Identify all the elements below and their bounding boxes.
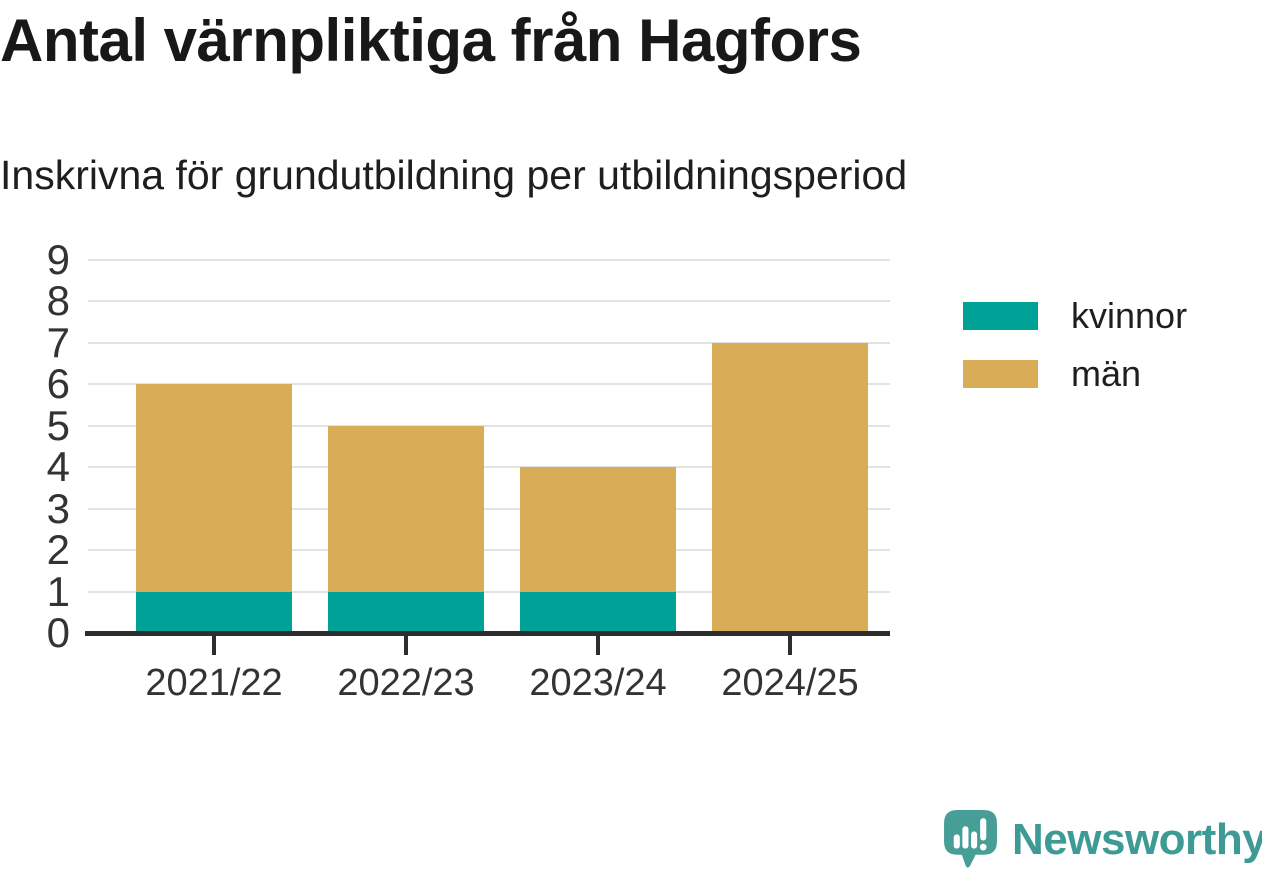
gridline-y-8 (88, 300, 890, 303)
y-axis-label: 2 (46, 526, 70, 574)
gridline-y-9 (88, 259, 890, 261)
chart-subtitle: Inskrivna för grundutbildning per utbild… (0, 152, 908, 198)
gridline-y-5 (88, 424, 890, 427)
chart-title: Antal värnpliktiga från Hagfors (0, 7, 862, 74)
gridline-y-1 (88, 590, 890, 593)
y-axis-label: 1 (46, 567, 70, 615)
logo-exclamation-dot (979, 843, 987, 851)
bar-segment-män (520, 467, 676, 592)
newsworthy-brand-text: Newsworthy (1012, 814, 1262, 864)
y-axis-label: 0 (46, 609, 70, 656)
y-axis-label: 7 (46, 318, 70, 366)
bar-segment-män (328, 425, 484, 592)
legend-swatch-män (963, 360, 1038, 388)
x-axis-tick (596, 636, 600, 655)
y-axis-label: 3 (46, 484, 70, 532)
newsworthy-logo-icon (944, 810, 997, 868)
x-axis-label: 2022/23 (337, 662, 475, 704)
x-axis-line (85, 631, 890, 636)
legend-swatch-kvinnor (963, 302, 1038, 330)
logo-bar-2 (962, 826, 969, 849)
x-axis-label: 2024/25 (721, 662, 859, 704)
x-axis-label: 2023/24 (529, 662, 667, 704)
x-axis-tick (212, 636, 216, 655)
y-axis-label: 4 (46, 443, 70, 491)
legend-item-kvinnor: kvinnor (963, 295, 1188, 336)
logo-exclamation-bar (980, 818, 987, 841)
y-axis-label: 5 (46, 401, 70, 449)
chart-legend: kvinnor män (963, 295, 1188, 394)
x-axis-label: 2021/22 (145, 662, 283, 704)
logo-bar-3 (971, 831, 978, 849)
y-axis-label: 8 (46, 277, 70, 325)
newsworthy-brand-link[interactable]: Newsworthy (944, 810, 1262, 869)
gridline-y-4 (88, 466, 890, 469)
x-axis-tick (788, 636, 792, 655)
legend-item-män: män (963, 353, 1187, 394)
y-axis-label: 6 (46, 360, 70, 408)
y-axis-label: 9 (46, 236, 70, 283)
x-axis-tick (404, 636, 408, 655)
bar-segment-män (712, 342, 868, 633)
legend-label: män (1071, 353, 1142, 394)
gridline-y-2 (88, 549, 890, 552)
logo-bar-1 (953, 834, 960, 849)
bar-segment-män (136, 384, 292, 592)
bar-segment-kvinnor (136, 591, 292, 633)
bar-segment-kvinnor (520, 591, 676, 633)
legend-label: kvinnor (1071, 295, 1188, 336)
bar-segment-kvinnor (328, 591, 484, 633)
gridline-y-3 (88, 507, 890, 510)
gridline-y-7 (88, 341, 890, 344)
gridline-y-6 (88, 383, 890, 386)
